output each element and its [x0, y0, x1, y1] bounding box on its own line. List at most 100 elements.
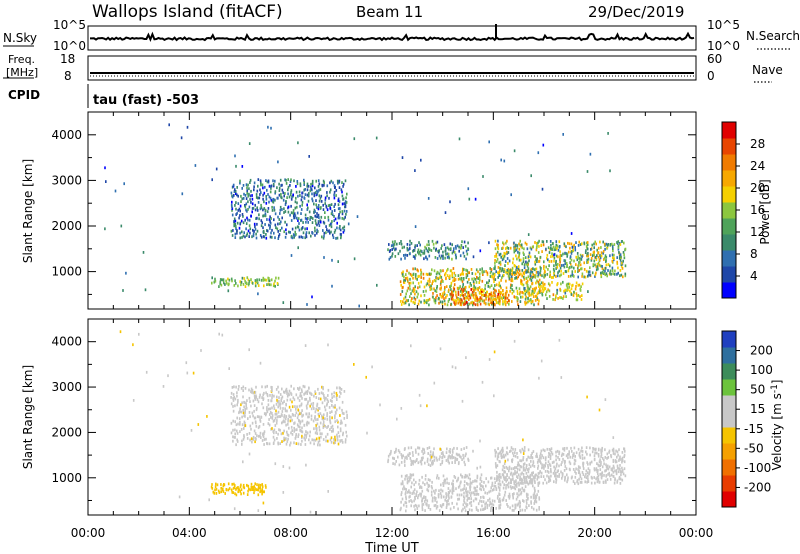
range-cell — [537, 484, 540, 487]
range-cell — [618, 448, 620, 452]
range-cell — [313, 202, 315, 206]
range-cell — [233, 194, 235, 197]
range-cell — [418, 250, 421, 254]
range-cell — [515, 268, 517, 272]
range-cell — [468, 508, 471, 512]
range-cell — [277, 215, 279, 219]
range-cell — [280, 397, 283, 400]
range-cell — [564, 475, 566, 479]
range-cell — [399, 280, 402, 284]
range-cell — [516, 289, 519, 293]
range-cell — [476, 466, 478, 470]
range-cell — [514, 448, 517, 451]
range-cell — [466, 252, 469, 256]
range-cell — [621, 466, 623, 470]
range-cell — [402, 285, 404, 289]
range-cell — [254, 487, 256, 490]
range-cell — [451, 487, 454, 490]
range-cell — [268, 423, 271, 427]
range-cell — [496, 296, 499, 300]
range-cell — [342, 197, 345, 201]
range-cell — [297, 408, 299, 412]
range-cell — [461, 475, 463, 478]
range-cell — [514, 506, 517, 509]
range-cell — [528, 476, 530, 479]
range-cell — [318, 436, 320, 440]
range-cell — [426, 481, 428, 485]
colorbar-tick-label: -200 — [744, 480, 771, 494]
range-cell — [314, 186, 316, 190]
range-cell — [237, 487, 240, 491]
range-cell — [235, 227, 237, 231]
range-cell — [612, 475, 615, 478]
range-cell — [429, 453, 431, 457]
range-cell — [509, 286, 512, 290]
range-cell — [425, 299, 428, 302]
range-cell — [534, 496, 536, 500]
range-cell — [538, 459, 541, 463]
range-cell — [293, 212, 296, 216]
range-cell — [254, 420, 257, 424]
range-cell — [537, 241, 539, 245]
range-cell — [431, 480, 433, 484]
range-cell — [281, 188, 284, 192]
range-cell — [250, 437, 253, 441]
range-cell — [287, 185, 290, 189]
range-cell — [561, 460, 563, 464]
range-cell — [611, 448, 614, 452]
range-cell — [564, 460, 566, 463]
range-cell — [456, 493, 459, 497]
range-cell — [612, 470, 615, 474]
range-cell — [387, 454, 390, 458]
range-cell — [419, 492, 421, 496]
range-cell — [417, 461, 420, 465]
range-cell — [255, 385, 257, 389]
range-cell — [185, 361, 188, 365]
range-cell — [262, 501, 265, 505]
range-cell — [475, 281, 478, 284]
range-cell — [480, 480, 483, 483]
range-cell — [424, 477, 427, 481]
range-cell — [568, 250, 570, 254]
range-cell — [252, 438, 255, 441]
range-cell — [585, 473, 587, 476]
power-axes-frame — [87, 111, 697, 310]
range-cell — [513, 492, 515, 496]
range-cell — [313, 442, 315, 446]
range-cell — [279, 393, 282, 396]
range-cell — [603, 458, 605, 462]
range-cell — [473, 293, 475, 297]
range-cell — [320, 206, 322, 209]
range-cell — [270, 283, 272, 287]
range-cell — [234, 420, 236, 424]
range-cell — [509, 485, 512, 488]
range-cell — [532, 496, 535, 500]
range-cell — [557, 263, 559, 266]
range-cell — [541, 187, 544, 191]
range-cell — [528, 291, 531, 295]
range-cell — [410, 463, 412, 466]
range-cell — [289, 441, 292, 445]
range-cell — [426, 404, 428, 408]
range-cell — [329, 231, 331, 235]
range-cell — [469, 488, 471, 491]
range-cell — [242, 395, 244, 399]
range-cell — [290, 384, 292, 388]
range-cell — [276, 227, 279, 231]
range-cell — [581, 255, 583, 259]
range-cell — [235, 385, 237, 389]
range-cell — [251, 440, 253, 444]
range-cell — [242, 483, 245, 487]
range-cell — [448, 298, 451, 301]
range-cell — [275, 431, 277, 434]
range-cell — [555, 267, 557, 270]
range-cell — [530, 460, 532, 463]
range-cell — [604, 398, 607, 401]
range-cell — [275, 276, 277, 280]
range-cell — [463, 480, 466, 484]
range-cell — [436, 294, 438, 297]
range-cell — [417, 446, 419, 450]
nsearch-tick-top: 10^5 — [707, 18, 740, 32]
range-cell — [612, 464, 615, 468]
range-cell — [562, 447, 564, 451]
